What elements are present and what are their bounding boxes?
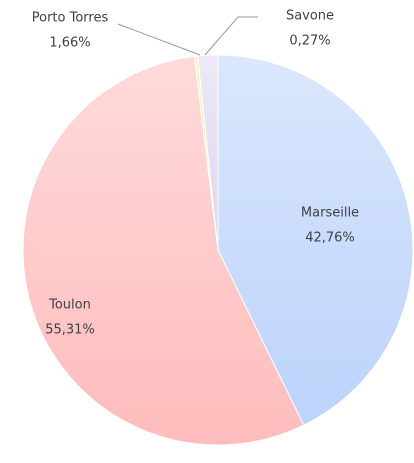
slice-value-label: 55,31% [45,323,95,338]
slice-label: Marseille [301,206,359,221]
leader-line [117,23,201,56]
slice-value-label: 0,27% [289,34,330,49]
leader-line [204,16,258,56]
slice-value-label: 1,66% [49,36,90,51]
slice-label: Savone [286,9,334,24]
pie [22,54,414,446]
slice-value-label: 42,76% [305,231,355,246]
slice-label: Toulon [48,298,91,313]
slice-label: Porto Torres [32,11,109,26]
